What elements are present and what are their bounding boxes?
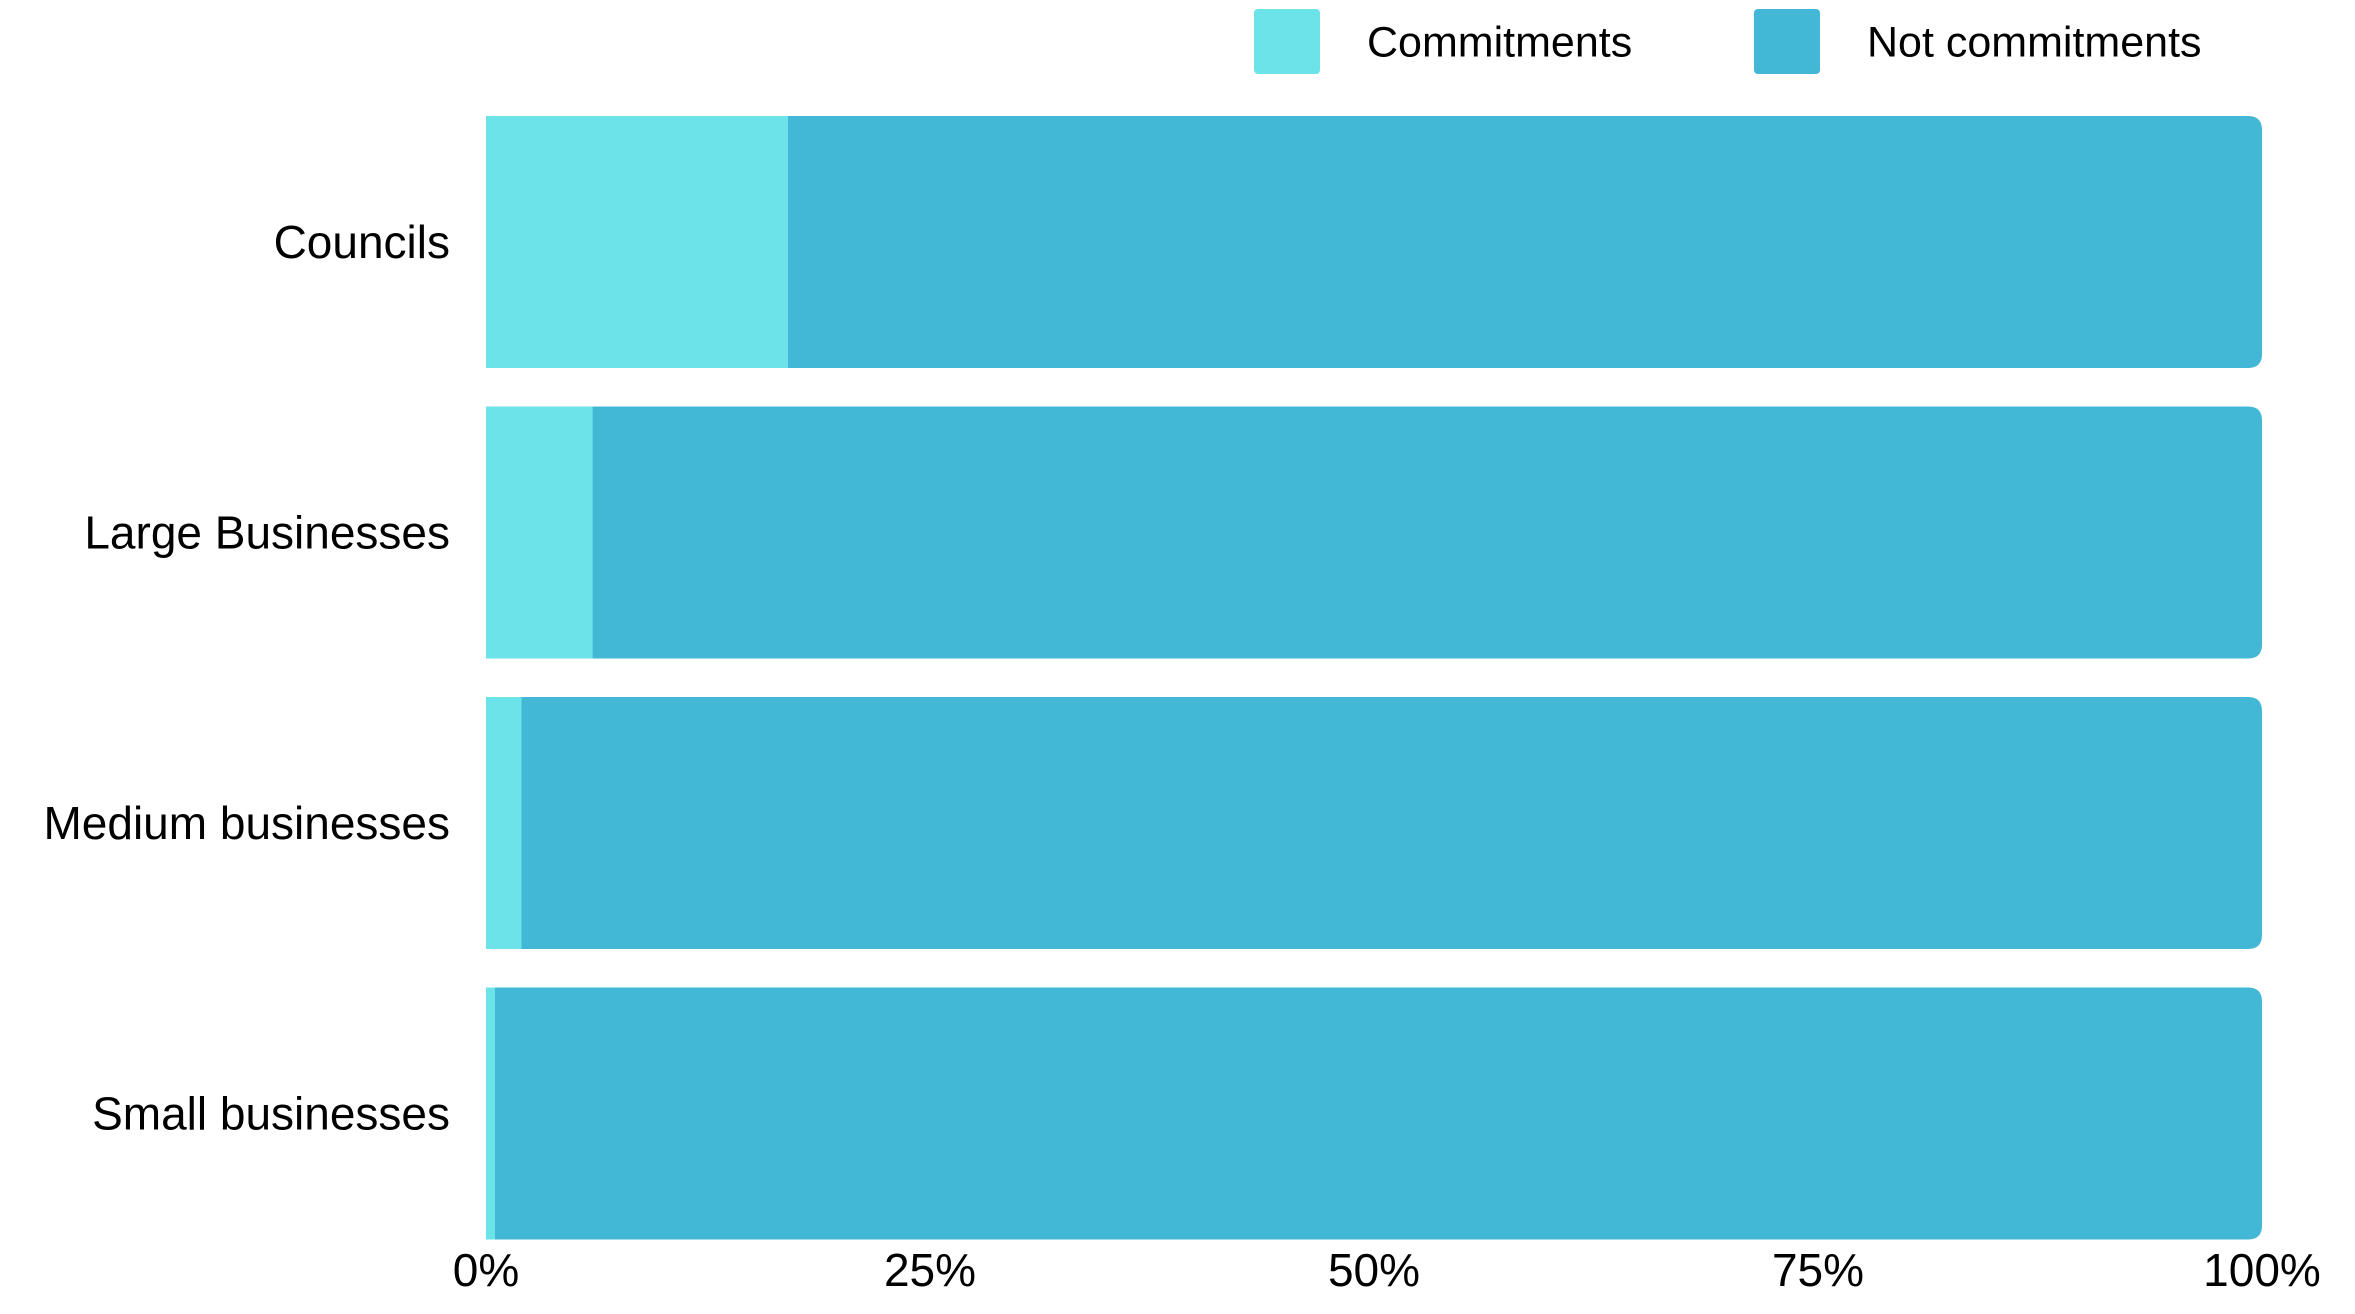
bar-segment-medium-businesses-commitments	[486, 697, 522, 949]
x-tick-label-2: 50%	[1328, 1244, 1420, 1296]
bar-segment-councils-not-commitments	[787, 116, 2262, 368]
bar-row-large-businesses	[486, 406, 2262, 659]
bars-group	[486, 116, 2262, 1240]
y-tick-label-medium-businesses: Medium businesses	[43, 797, 450, 849]
x-tick-label-3: 75%	[1772, 1244, 1864, 1296]
legend-swatch-not-commitments	[1754, 9, 1820, 74]
legend: Commitments Not commitments	[1254, 9, 2202, 74]
y-tick-label-large-businesses: Large Businesses	[84, 507, 450, 559]
bar-row-medium-businesses	[486, 697, 2262, 949]
legend-label-commitments: Commitments	[1367, 19, 1632, 67]
y-tick-label-small-businesses: Small businesses	[92, 1088, 450, 1140]
x-tick-label-0: 0%	[453, 1244, 519, 1296]
bar-segment-small-businesses-not-commitments	[494, 987, 2262, 1240]
y-tick-label-councils: Councils	[274, 216, 450, 268]
bar-segment-medium-businesses-not-commitments	[521, 697, 2262, 949]
bar-segment-large-businesses-not-commitments	[592, 406, 2262, 659]
bar-segment-councils-commitments	[486, 116, 788, 368]
bar-segment-small-businesses-commitments	[486, 987, 495, 1240]
legend-swatch-commitments	[1254, 9, 1320, 74]
bar-segment-large-businesses-commitments	[486, 406, 593, 659]
x-tick-label-1: 25%	[884, 1244, 976, 1296]
y-axis-labels: Councils Large Businesses Medium businesse…	[43, 216, 450, 1140]
x-tick-label-4: 100%	[2203, 1244, 2321, 1296]
bar-row-councils	[486, 116, 2262, 368]
legend-label-not-commitments: Not commitments	[1867, 19, 2202, 67]
x-axis-tick-labels: 0% 25% 50% 75% 100%	[453, 1244, 2321, 1296]
bar-row-small-businesses	[486, 987, 2262, 1240]
